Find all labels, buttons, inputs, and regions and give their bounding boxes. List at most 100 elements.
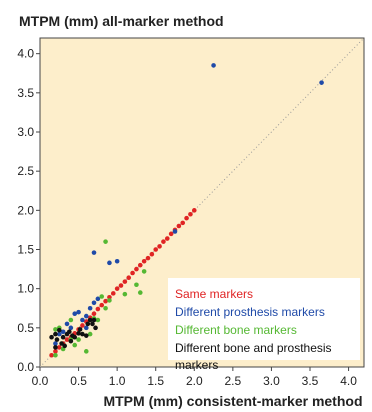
data-point [122, 291, 128, 297]
x-tick-label: 1.5 [147, 374, 164, 388]
data-points [49, 63, 324, 358]
legend-entry-line-2: markers [175, 358, 218, 372]
legend-entry-same-markers: Same markers [175, 287, 253, 301]
data-point [141, 258, 147, 264]
data-point [77, 327, 83, 332]
data-point [56, 345, 62, 350]
data-point [54, 337, 60, 342]
data-point [99, 294, 105, 299]
y-tick-label: 0.0 [17, 360, 34, 374]
data-point [99, 302, 105, 308]
y-tick-label: 1.5 [17, 243, 34, 257]
data-point [56, 327, 62, 333]
series-1 [53, 63, 324, 346]
data-point [60, 334, 66, 340]
data-point [64, 321, 70, 327]
data-point [56, 331, 62, 337]
data-point [72, 311, 78, 317]
data-point [68, 317, 74, 323]
data-point [126, 275, 132, 281]
data-point [134, 282, 139, 288]
x-tick-label: 2.0 [186, 374, 203, 388]
data-point [191, 208, 197, 213]
legend-box [168, 278, 360, 360]
data-point [211, 63, 216, 68]
data-point [76, 331, 81, 336]
x-tick-label: 0.5 [70, 374, 87, 388]
data-point [180, 220, 186, 226]
y-tick-label: 2.5 [17, 164, 34, 178]
data-point [83, 333, 89, 338]
legend-entry-different-bone-and-prosthesis-markers: Different bone and prosthesis markers [175, 341, 335, 372]
data-point [145, 255, 151, 261]
data-point [72, 342, 78, 348]
data-point [53, 327, 58, 332]
data-point [161, 239, 166, 244]
legend-entry-line-1: Different bone and prosthesis [175, 341, 332, 355]
data-point [87, 305, 93, 311]
data-point [93, 325, 98, 331]
data-point [114, 286, 120, 291]
data-point [95, 317, 101, 323]
data-point [168, 231, 174, 237]
data-point [62, 343, 67, 349]
x-axis-label: MTPM (mm) consistent-marker method [103, 393, 362, 409]
data-point [53, 352, 58, 358]
data-point [95, 296, 101, 302]
data-point [141, 269, 147, 274]
data-point [184, 215, 189, 221]
data-point [153, 247, 159, 252]
data-point [67, 329, 72, 335]
data-point [91, 250, 97, 255]
data-point [122, 279, 128, 284]
data-point [118, 283, 124, 288]
data-point [53, 341, 58, 346]
data-point [95, 306, 101, 312]
data-point [80, 317, 85, 323]
data-point [90, 321, 95, 327]
data-point [130, 270, 135, 276]
x-tick-label: 3.5 [302, 374, 319, 388]
data-point [103, 298, 108, 304]
y-tick-label: 3.5 [17, 86, 34, 100]
x-tick-label: 1.0 [109, 374, 126, 388]
data-point [157, 244, 162, 249]
data-point [80, 331, 85, 337]
x-tick-label: 3.0 [263, 374, 280, 388]
data-point [76, 309, 81, 315]
y-tick-label: 1.0 [17, 282, 34, 296]
legend-entry-different-bone-markers: Different bone markers [175, 323, 297, 337]
data-point [137, 290, 143, 295]
data-point [60, 329, 66, 335]
y-tick-label: 2.0 [17, 203, 34, 217]
data-point [83, 349, 89, 354]
data-point [164, 236, 170, 241]
y-tick-label: 3.0 [17, 125, 34, 139]
data-point [103, 305, 108, 311]
data-point [49, 352, 54, 358]
data-point [137, 262, 143, 268]
data-point [149, 251, 155, 257]
data-point [134, 266, 139, 272]
series-3 [49, 317, 98, 350]
data-point [91, 311, 97, 317]
axes: 0.0 0.5 1.0 1.5 2.0 2.5 3.0 3.5 4.0 0.0 0.5 1.0 1.5 2… [17, 47, 357, 388]
data-point [85, 321, 91, 327]
data-point [114, 258, 120, 264]
data-point [176, 223, 182, 229]
data-point [64, 337, 70, 342]
data-point [110, 291, 116, 296]
data-point [68, 325, 74, 331]
data-point [53, 349, 58, 354]
data-point [103, 239, 108, 244]
data-point [87, 331, 93, 337]
data-point [172, 229, 178, 234]
data-point [83, 325, 89, 331]
data-point [188, 211, 193, 217]
data-point [107, 298, 112, 303]
data-point [53, 345, 58, 350]
data-point [76, 337, 81, 342]
x-tick-label: 2.5 [225, 374, 242, 388]
data-point [91, 317, 97, 323]
